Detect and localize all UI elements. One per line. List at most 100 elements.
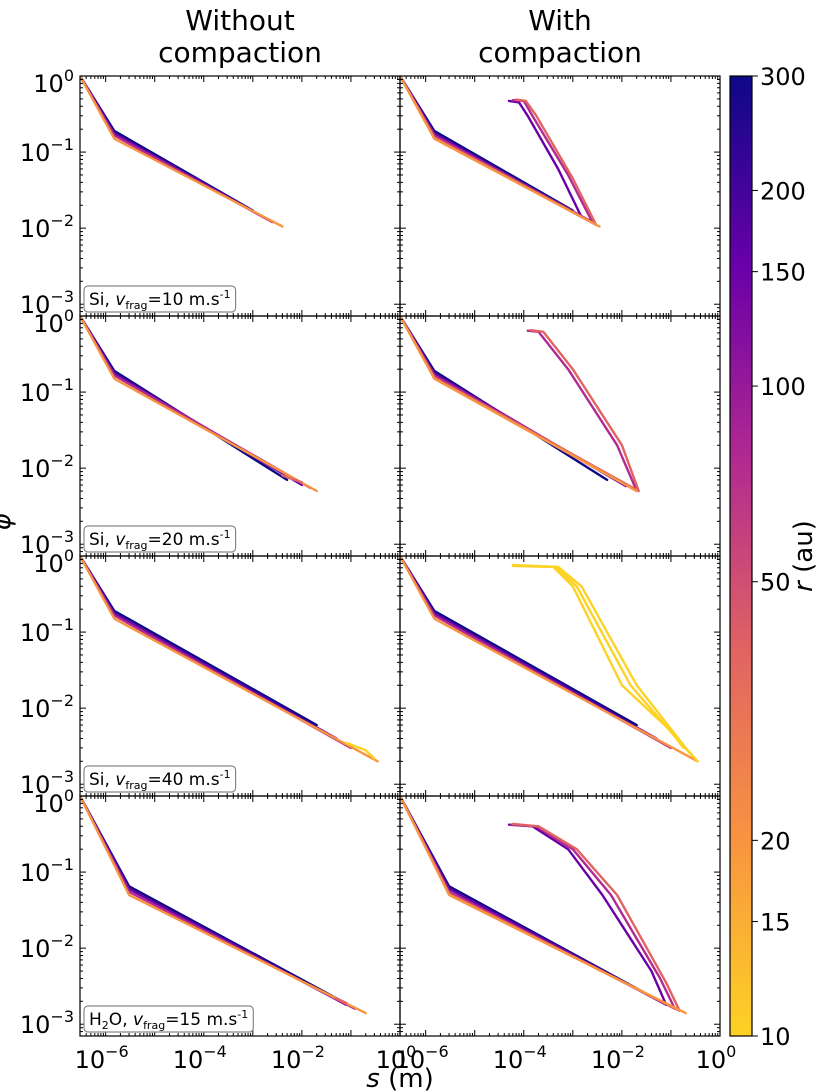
- series-group: [80, 556, 379, 763]
- panel-frame: [399, 555, 721, 797]
- series-line-r15: [80, 76, 284, 228]
- colorbar-tick-label: 150: [760, 259, 806, 287]
- y-tick-label: 100: [33, 786, 74, 818]
- series-line-r15: [400, 76, 601, 228]
- series-line-r50: [80, 796, 356, 1010]
- x-tick-label: 10−2: [591, 1042, 645, 1074]
- annotation-box: [83, 285, 237, 313]
- series-line-r15: [400, 316, 638, 493]
- panel-annotation: Si, vfrag=10 m.s-1: [83, 285, 237, 313]
- series-group: [400, 556, 699, 763]
- series-line-r300: [80, 796, 338, 1000]
- panel-frame: [399, 75, 721, 317]
- colorbar-tick-label: 300: [760, 63, 806, 91]
- x-tick-label: 10−4: [173, 1042, 227, 1074]
- series-group: [400, 796, 687, 1015]
- x-axis-label: s (m): [366, 1064, 433, 1092]
- annotation-box: [83, 765, 237, 793]
- series-line-r18: [335, 997, 348, 1005]
- panel-r1-with: [399, 75, 721, 317]
- column-title-with-line1: With: [528, 4, 592, 37]
- panel-r4-without: 100 10−1 10−2 10−310−6 10−4 10−2 100 H2O, vfrag…: [20, 786, 417, 1074]
- panel-annotation: Si, vfrag=40 m.s-1: [83, 765, 237, 793]
- y-tick-label: 10−2: [20, 451, 74, 483]
- y-tick-label: 100: [33, 66, 74, 98]
- colorbar-gradient: [729, 75, 753, 1037]
- y-tick-label: 100: [33, 546, 74, 578]
- colorbar-tick-label: 10: [760, 1023, 791, 1051]
- series-line-r50: [400, 76, 594, 224]
- annotation-text: H2O, vfrag=15 m.s-1: [89, 1008, 248, 1032]
- column-title-without-line1: Without: [185, 4, 294, 37]
- series-line-r50: [400, 556, 673, 750]
- y-tick-label: 10−3: [20, 767, 74, 799]
- y-tick-label: 10−1: [20, 135, 74, 167]
- series-line-r20: [400, 76, 598, 227]
- annotation-box: [83, 1005, 254, 1033]
- series-line-r50: [400, 316, 638, 493]
- panel-r2-without: 100 10−1 10−2 10−3 Si, vfrag=20 m.s-1: [20, 306, 401, 559]
- colorbar-tick-label: 15: [760, 909, 791, 937]
- colorbar-tick-label: 100: [760, 373, 806, 401]
- column-title-without-line2: compaction: [158, 36, 322, 69]
- series-group: [80, 316, 318, 493]
- panel-frame: [79, 795, 401, 1037]
- column-title-with-line2: compaction: [478, 36, 642, 69]
- panel-frame: [79, 315, 401, 557]
- series-line-r300: [80, 556, 318, 727]
- y-tick-label: 10−1: [20, 615, 74, 647]
- series-line-r150: [80, 76, 263, 218]
- colorbar: 10 15 20 50 100 150 200 300 r (au): [729, 63, 819, 1051]
- series-line-r50: [80, 556, 353, 750]
- panel-r3-with: [399, 555, 721, 797]
- x-axis-label-unit: (m): [380, 1064, 434, 1092]
- y-tick-label: 10−1: [20, 855, 74, 887]
- series-line-r20: [281, 474, 304, 484]
- series-line-r20: [400, 316, 640, 493]
- series-group: [80, 76, 284, 228]
- y-tick-label: 10−2: [20, 211, 74, 243]
- series-group: [400, 316, 640, 493]
- y-tick-label: 10−2: [20, 691, 74, 723]
- panel-frame: [79, 555, 401, 797]
- x-tick-label: 10−6: [75, 1042, 129, 1074]
- series-line-r15: [80, 556, 379, 763]
- series-line-r20: [400, 796, 681, 1012]
- y-tick-label: 10−3: [20, 1007, 74, 1039]
- x-tick-label: 100: [376, 1042, 417, 1074]
- panel-annotation: H2O, vfrag=15 m.s-1: [83, 1005, 254, 1033]
- series-line-r300: [400, 556, 638, 727]
- x-tick-label: 100: [696, 1042, 737, 1074]
- annotation-text: Si, vfrag=10 m.s-1: [89, 288, 231, 312]
- colorbar-tick-label: 20: [760, 827, 791, 855]
- annotation-box: [83, 525, 237, 553]
- series-line-r300: [400, 76, 574, 212]
- series-line-r12: [345, 741, 376, 760]
- series-group: [400, 76, 601, 228]
- panel-frame: [79, 75, 401, 317]
- series-line-r15: [80, 316, 318, 493]
- panel-annotation: Si, vfrag=20 m.s-1: [83, 525, 237, 553]
- y-tick-label: 10−2: [20, 931, 74, 963]
- series-line-r10: [511, 564, 685, 750]
- y-tick-label: 10−3: [20, 287, 74, 319]
- series-line-r50: [80, 76, 274, 224]
- y-tick-label: 10−1: [20, 375, 74, 407]
- x-axis-label-var: s: [366, 1064, 380, 1092]
- x-tick-label: 10−2: [271, 1042, 325, 1074]
- panel-frame: [399, 795, 721, 1037]
- panel-r2-with: [399, 315, 721, 557]
- series-line-r15: [400, 556, 699, 763]
- x-tick-label: 10−4: [493, 1042, 547, 1074]
- series-line-r150: [400, 796, 668, 1006]
- series-line-r150: [400, 316, 627, 488]
- series-group: [80, 796, 367, 1015]
- y-tick-label: 100: [33, 306, 74, 338]
- annotation-text: Si, vfrag=20 m.s-1: [89, 528, 231, 552]
- series-line-r50: [400, 796, 676, 1010]
- colorbar-tick-label: 200: [760, 177, 806, 205]
- x-tick-label: 10−6: [395, 1042, 449, 1074]
- series-line-r15: [80, 796, 367, 1015]
- colorbar-label: r (au): [789, 520, 819, 592]
